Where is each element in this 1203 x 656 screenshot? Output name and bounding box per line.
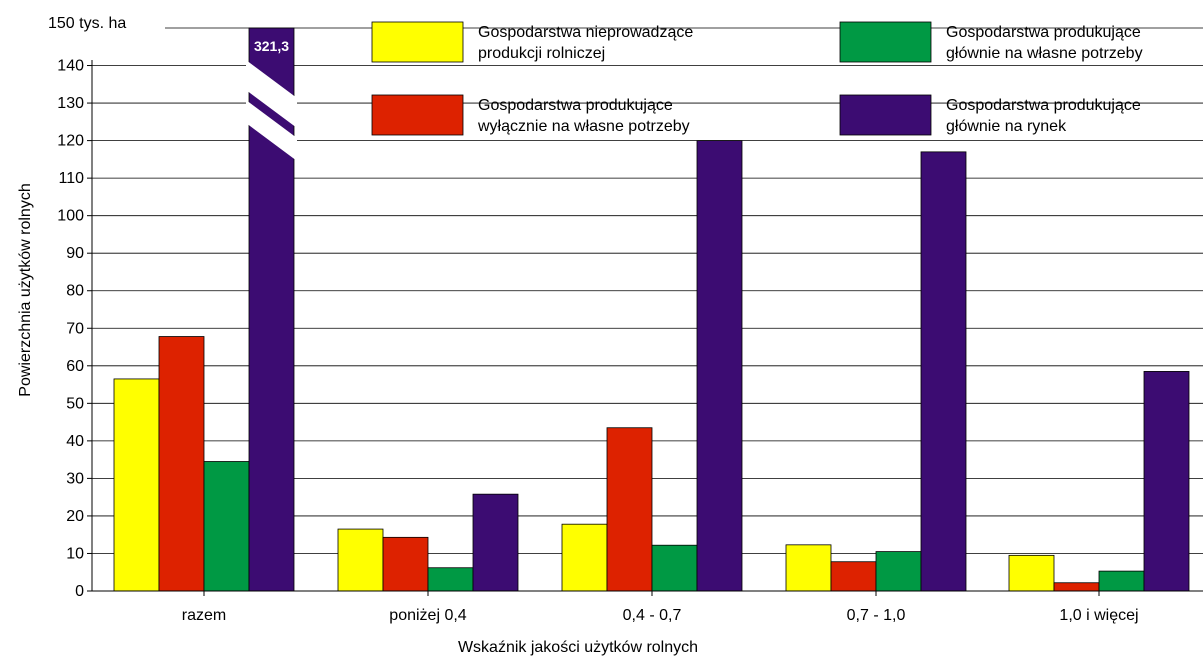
legend-swatch-1 [371,94,464,136]
bar-value-label-0: 321,3 [254,38,289,54]
bar-1-2 [427,567,474,592]
y-tick-label-90: 90 [66,245,84,262]
y-tick-label-0: 0 [75,583,84,600]
y-tick-label-60: 60 [66,358,84,375]
axis-break-marks: 321,3 [246,38,297,161]
bar-0-2 [203,461,250,592]
bar-4-1 [1053,582,1100,592]
category-label-2: 0,4 - 0,7 [623,607,682,624]
category-label-0: razem [182,607,226,624]
bar-2-1 [606,427,653,592]
category-label-3: 0,7 - 1,0 [847,607,906,624]
bars [113,27,1190,592]
y-tick-label-70: 70 [66,320,84,337]
bar-2-0 [561,523,608,592]
y-tick-label-140: 140 [57,58,84,75]
bar-3-1 [830,561,877,592]
legend-label-1-1: wyłącznie na własne potrzeby [477,118,690,135]
x-axis: razem poniżej 0,4 0,4 - 0,7 0,7 - 1,0 1,0 i … [92,590,1203,624]
bar-3-2 [875,551,922,592]
bar-3-3 [920,151,967,592]
legend-label-0-1: produkcji rolniczej [478,45,605,62]
bar-1-1 [382,536,429,592]
axis-break-gap-1 [246,100,297,161]
y-tick-label-130: 130 [57,95,84,112]
x-axis-title: Wskaźnik jakości użytków rolnych [458,639,698,656]
bar-0-1 [158,336,205,592]
category-label-4: 1,0 i więcej [1059,607,1138,624]
y-tick-label-110: 110 [58,170,84,187]
legend-label-0-0: Gospodarstwa nieprowadzące [478,24,693,41]
legend-swatch-2 [839,21,932,63]
y-tick-label-30: 30 [66,470,84,487]
y-unit-label: 150 tys. ha [48,15,126,32]
bar-4-3 [1143,371,1190,592]
legend-label-1-0: Gospodarstwa produkujące [478,97,673,114]
legend-label-2-0: Gospodarstwa produkujące [946,24,1141,41]
category-label-1: poniżej 0,4 [389,607,466,624]
legend-label-3-1: głównie na rynek [946,118,1067,135]
y-tick-label-20: 20 [66,508,84,525]
bar-2-2 [651,544,698,592]
bar-4-0 [1008,554,1055,592]
y-tick-label-50: 50 [66,395,84,412]
legend: Gospodarstwa nieprowadzące produkcji roln… [371,21,1143,136]
y-tick-label-10: 10 [66,545,84,562]
y-tick-label-100: 100 [57,208,84,225]
y-tick-label-40: 40 [66,433,84,450]
y-axis-title: Powierzchnia użytków rolnych [17,183,34,396]
y-tick-label-80: 80 [66,283,84,300]
bar-4-2 [1098,570,1145,592]
legend-label-2-1: głównie na własne potrzeby [946,45,1143,62]
axis-break-gap-0 [246,60,297,128]
bar-1-3 [472,493,519,592]
bar-2-3 [696,140,743,592]
bar-0-0 [113,378,160,592]
legend-swatch-0 [371,21,464,63]
bar-3-0 [785,544,832,592]
legend-swatch-3 [839,94,932,136]
legend-label-3-0: Gospodarstwa produkujące [946,97,1141,114]
bar-1-0 [337,528,384,592]
y-tick-label-120: 120 [57,133,84,150]
y-axis: 0 10 20 30 40 50 60 70 80 90 100 110 120 130 140 [57,58,93,600]
